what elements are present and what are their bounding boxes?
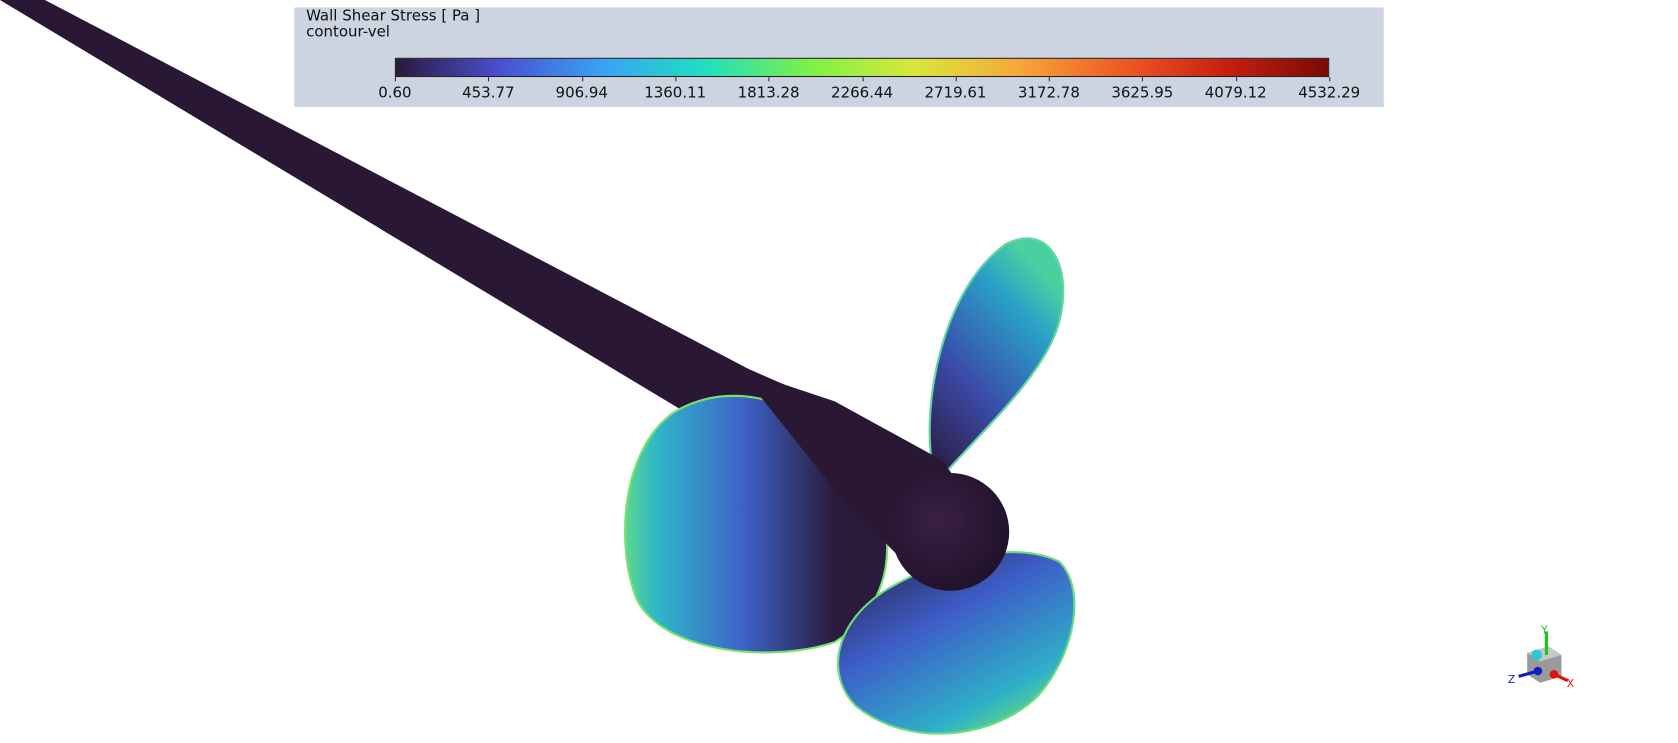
blade-bottom [837, 551, 1076, 735]
legend-tick-label: 4532.29 [1298, 84, 1361, 102]
shaft [0, 0, 942, 503]
legend-tick-mark [394, 77, 396, 82]
legend-tick-label: 0.60 [378, 84, 412, 102]
legend-tick-mark [675, 77, 677, 82]
legend-tick-mark [862, 77, 864, 82]
legend-tick-label: 1360.11 [644, 84, 707, 102]
legend-tick-mark [1142, 77, 1144, 82]
legend-tick-mark [581, 77, 583, 82]
legend-tick-label: 906.94 [555, 84, 608, 102]
svg-text:Z: Z [1508, 673, 1515, 686]
axis-triad-icon[interactable]: Y X Z [1504, 621, 1584, 696]
legend-tick-mark [768, 77, 770, 82]
legend-tick-mark [1235, 77, 1237, 82]
color-legend: Wall Shear Stress [ Pa ] contour-vel 0.6… [294, 7, 1384, 108]
nose-cone [891, 473, 1010, 591]
svg-text:Y: Y [1540, 624, 1548, 637]
legend-tick-label: 1813.28 [737, 84, 800, 102]
legend-tick-label: 453.77 [462, 84, 515, 102]
legend-tick-mark [488, 77, 490, 82]
legend-title: Wall Shear Stress [ Pa ] [306, 7, 481, 25]
legend-tick-mark [1048, 77, 1050, 82]
legend-tick-label: 4079.12 [1204, 84, 1267, 102]
legend-tick-label: 3625.95 [1111, 84, 1174, 102]
legend-tick-label: 2266.44 [831, 84, 894, 102]
colorbar [394, 57, 1330, 78]
legend-subtitle: contour-vel [306, 23, 390, 41]
svg-text:X: X [1567, 677, 1574, 690]
blade-top [928, 237, 1065, 472]
legend-tick-label: 2719.61 [924, 84, 987, 102]
legend-tick-mark [1329, 77, 1331, 82]
legend-tick-label: 3172.78 [1017, 84, 1080, 102]
legend-tick-mark [955, 77, 957, 82]
